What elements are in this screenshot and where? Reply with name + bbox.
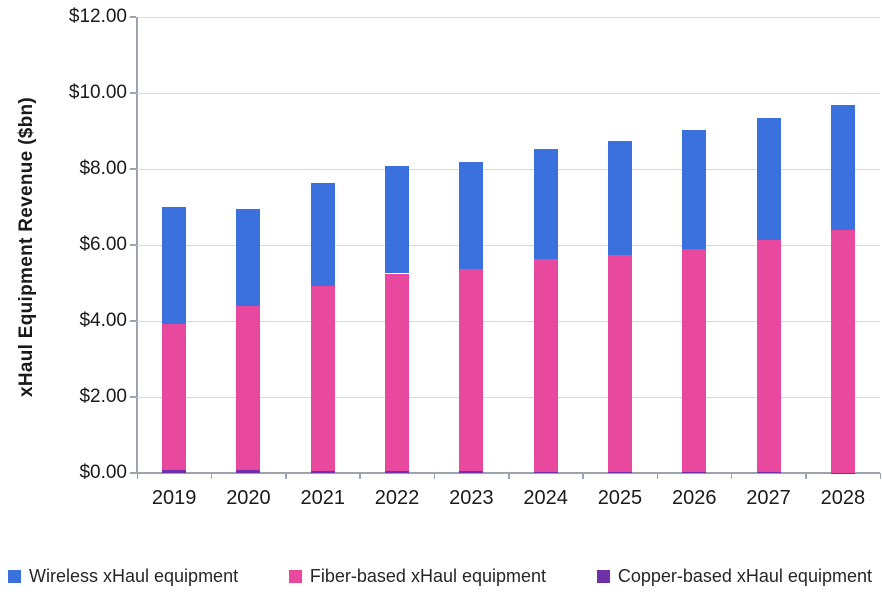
x-axis-tick-4 bbox=[433, 473, 436, 479]
bar-2025-wireless bbox=[607, 140, 632, 255]
bar-2028-fiber-based bbox=[830, 229, 855, 473]
legend-swatch-fiber-icon bbox=[288, 569, 302, 583]
bar-2027-wireless bbox=[756, 117, 781, 241]
x-axis-tick-0 bbox=[136, 473, 138, 479]
x-label-2020: 2020 bbox=[226, 487, 271, 509]
x-axis-tick-10 bbox=[879, 473, 881, 479]
x-label-2028: 2028 bbox=[820, 487, 866, 509]
gridline-2 bbox=[137, 396, 880, 398]
x-axis-tick-3 bbox=[359, 473, 361, 479]
bar-2022-fiber-based bbox=[385, 273, 410, 472]
y-tick-label-0: $0.00 bbox=[79, 462, 127, 483]
bar-2021-wireless bbox=[310, 182, 335, 287]
legend: Wireless xHaul equipment Fiber-based xHa… bbox=[8, 561, 872, 591]
bar-2023-copper-based bbox=[459, 471, 484, 473]
y-axis-tick-0 bbox=[130, 472, 136, 474]
bar-2027-copper-based bbox=[756, 472, 781, 473]
x-axis-tick-7 bbox=[656, 473, 659, 479]
bar-2027-fiber-based bbox=[756, 240, 781, 473]
y-tick-label-8: $8.00 bbox=[79, 158, 127, 179]
x-label-2025: 2025 bbox=[597, 487, 643, 509]
bar-2019-copper-based bbox=[162, 469, 187, 473]
gridline-8 bbox=[137, 168, 880, 170]
bar-2021-fiber-based bbox=[310, 286, 335, 471]
bar-2021-copper-based bbox=[310, 470, 335, 473]
x-label-2026: 2026 bbox=[672, 487, 717, 509]
y-axis-tick-4 bbox=[130, 320, 136, 322]
legend-label-fiber: Fiber-based xHaul equipment bbox=[309, 565, 547, 586]
bar-2020-fiber-based bbox=[236, 305, 261, 471]
legend-item-fiber: Fiber-based xHaul equipment bbox=[288, 565, 547, 587]
bar-2019-fiber-based bbox=[162, 324, 187, 470]
x-label-2021: 2021 bbox=[300, 487, 346, 509]
gridline-12 bbox=[137, 16, 880, 18]
y-tick-label-4: $4.00 bbox=[79, 310, 127, 331]
x-axis-tick-9 bbox=[805, 473, 807, 479]
bar-2025-fiber-based bbox=[607, 254, 632, 472]
bar-2022-wireless bbox=[385, 165, 410, 274]
y-axis-tick-6 bbox=[130, 244, 136, 246]
bar-2026-wireless bbox=[682, 129, 707, 249]
bar-2024-wireless bbox=[533, 149, 558, 260]
y-axis-tick-10 bbox=[130, 92, 136, 94]
gridline-6 bbox=[137, 244, 880, 246]
legend-label-copper: Copper-based xHaul equipment bbox=[617, 565, 872, 586]
bar-2024-fiber-based bbox=[533, 259, 558, 472]
y-tick-label-6: $6.00 bbox=[79, 234, 127, 255]
gridline-10 bbox=[137, 92, 880, 94]
x-label-2022: 2022 bbox=[374, 487, 420, 509]
bar-2024-copper-based bbox=[533, 471, 558, 473]
y-axis-line bbox=[136, 17, 138, 473]
x-axis-tick-8 bbox=[730, 473, 733, 479]
x-label-2024: 2024 bbox=[523, 487, 568, 509]
gridline-4 bbox=[137, 320, 880, 322]
legend-label-wireless: Wireless xHaul equipment bbox=[29, 565, 239, 586]
bar-2019-wireless bbox=[162, 207, 187, 325]
y-axis-tick-8 bbox=[130, 168, 136, 170]
bar-2026-copper-based bbox=[682, 472, 707, 473]
bar-2022-copper-based bbox=[385, 471, 410, 473]
y-axis-tick-2 bbox=[130, 396, 136, 398]
x-label-2023: 2023 bbox=[449, 487, 494, 509]
bar-2026-fiber-based bbox=[682, 248, 707, 473]
y-axis-tick-12 bbox=[130, 16, 136, 18]
legend-item-wireless: Wireless xHaul equipment bbox=[8, 566, 238, 587]
x-label-2027: 2027 bbox=[746, 487, 791, 509]
bar-2023-fiber-based bbox=[459, 268, 484, 472]
legend-swatch-wireless-icon bbox=[8, 569, 21, 583]
x-label-2019: 2019 bbox=[151, 487, 197, 509]
y-tick-label-12: $12.00 bbox=[68, 6, 127, 27]
bar-2025-copper-based bbox=[607, 471, 632, 473]
bar-2028-wireless bbox=[830, 105, 855, 230]
bar-2023-wireless bbox=[459, 162, 484, 269]
x-axis-tick-6 bbox=[582, 473, 584, 479]
y-tick-label-10: $10.00 bbox=[68, 82, 127, 103]
bar-2020-copper-based bbox=[236, 470, 261, 473]
y-tick-label-2: $2.00 bbox=[79, 386, 127, 407]
legend-swatch-copper-icon bbox=[596, 569, 610, 583]
x-axis-tick-1 bbox=[210, 473, 213, 479]
plot-area bbox=[130, 16, 881, 479]
x-axis-tick-2 bbox=[285, 473, 287, 479]
x-axis-tick-5 bbox=[508, 473, 510, 479]
legend-item-copper: Copper-based xHaul equipment bbox=[596, 565, 872, 587]
bar-2020-wireless bbox=[236, 208, 261, 306]
